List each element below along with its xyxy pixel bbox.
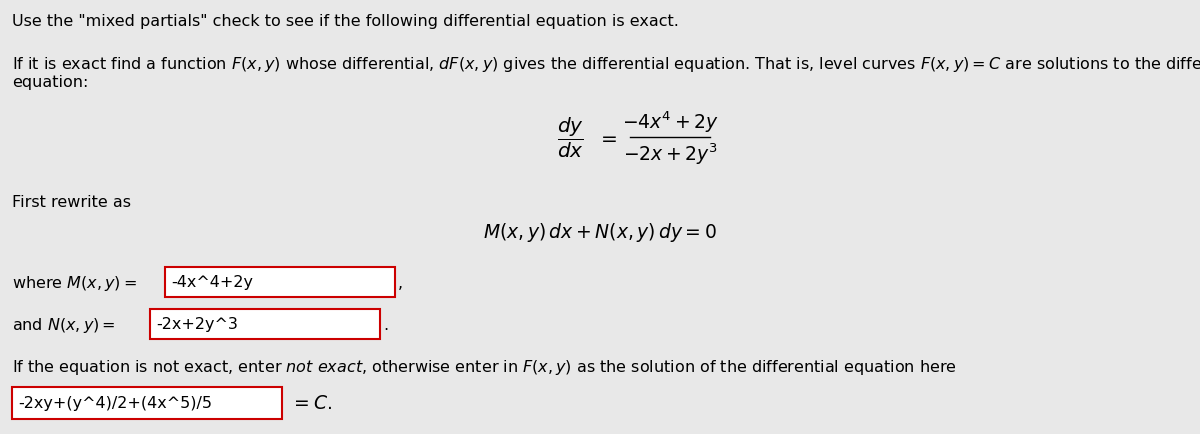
Text: $-4x^4 + 2y$: $-4x^4 + 2y$: [622, 109, 719, 135]
Text: where $M(x, y) =$: where $M(x, y) =$: [12, 274, 137, 293]
Text: $\dfrac{dy}{dx}$: $\dfrac{dy}{dx}$: [557, 115, 583, 160]
Text: ,: ,: [398, 276, 403, 291]
Text: $=$: $=$: [596, 128, 617, 147]
Text: $-2x + 2y^3$: $-2x + 2y^3$: [623, 141, 718, 166]
Text: and $N(x, y) =$: and $N(x, y) =$: [12, 316, 115, 335]
FancyBboxPatch shape: [12, 387, 282, 419]
FancyBboxPatch shape: [150, 309, 380, 339]
Text: If the equation is not exact, enter $\mathit{not\ exact}$, otherwise enter in $F: If the equation is not exact, enter $\ma…: [12, 357, 956, 376]
Text: Use the "mixed partials" check to see if the following differential equation is : Use the "mixed partials" check to see if…: [12, 14, 679, 29]
Text: equation:: equation:: [12, 75, 89, 90]
Text: $M(x, y)\,dx + N(x, y)\,dy = 0$: $M(x, y)\,dx + N(x, y)\,dy = 0$: [484, 221, 716, 244]
Text: If it is exact find a function $F(x, y)$ whose differential, $dF(x, y)$ gives th: If it is exact find a function $F(x, y)$…: [12, 55, 1200, 74]
Text: .: .: [383, 318, 388, 333]
Text: $= C.$: $= C.$: [290, 394, 332, 413]
Text: -2x+2y^3: -2x+2y^3: [156, 317, 238, 332]
Text: -4x^4+2y: -4x^4+2y: [172, 275, 253, 290]
FancyBboxPatch shape: [166, 267, 395, 297]
Text: First rewrite as: First rewrite as: [12, 194, 131, 210]
Text: -2xy+(y^4)/2+(4x^5)/5: -2xy+(y^4)/2+(4x^5)/5: [18, 395, 212, 411]
